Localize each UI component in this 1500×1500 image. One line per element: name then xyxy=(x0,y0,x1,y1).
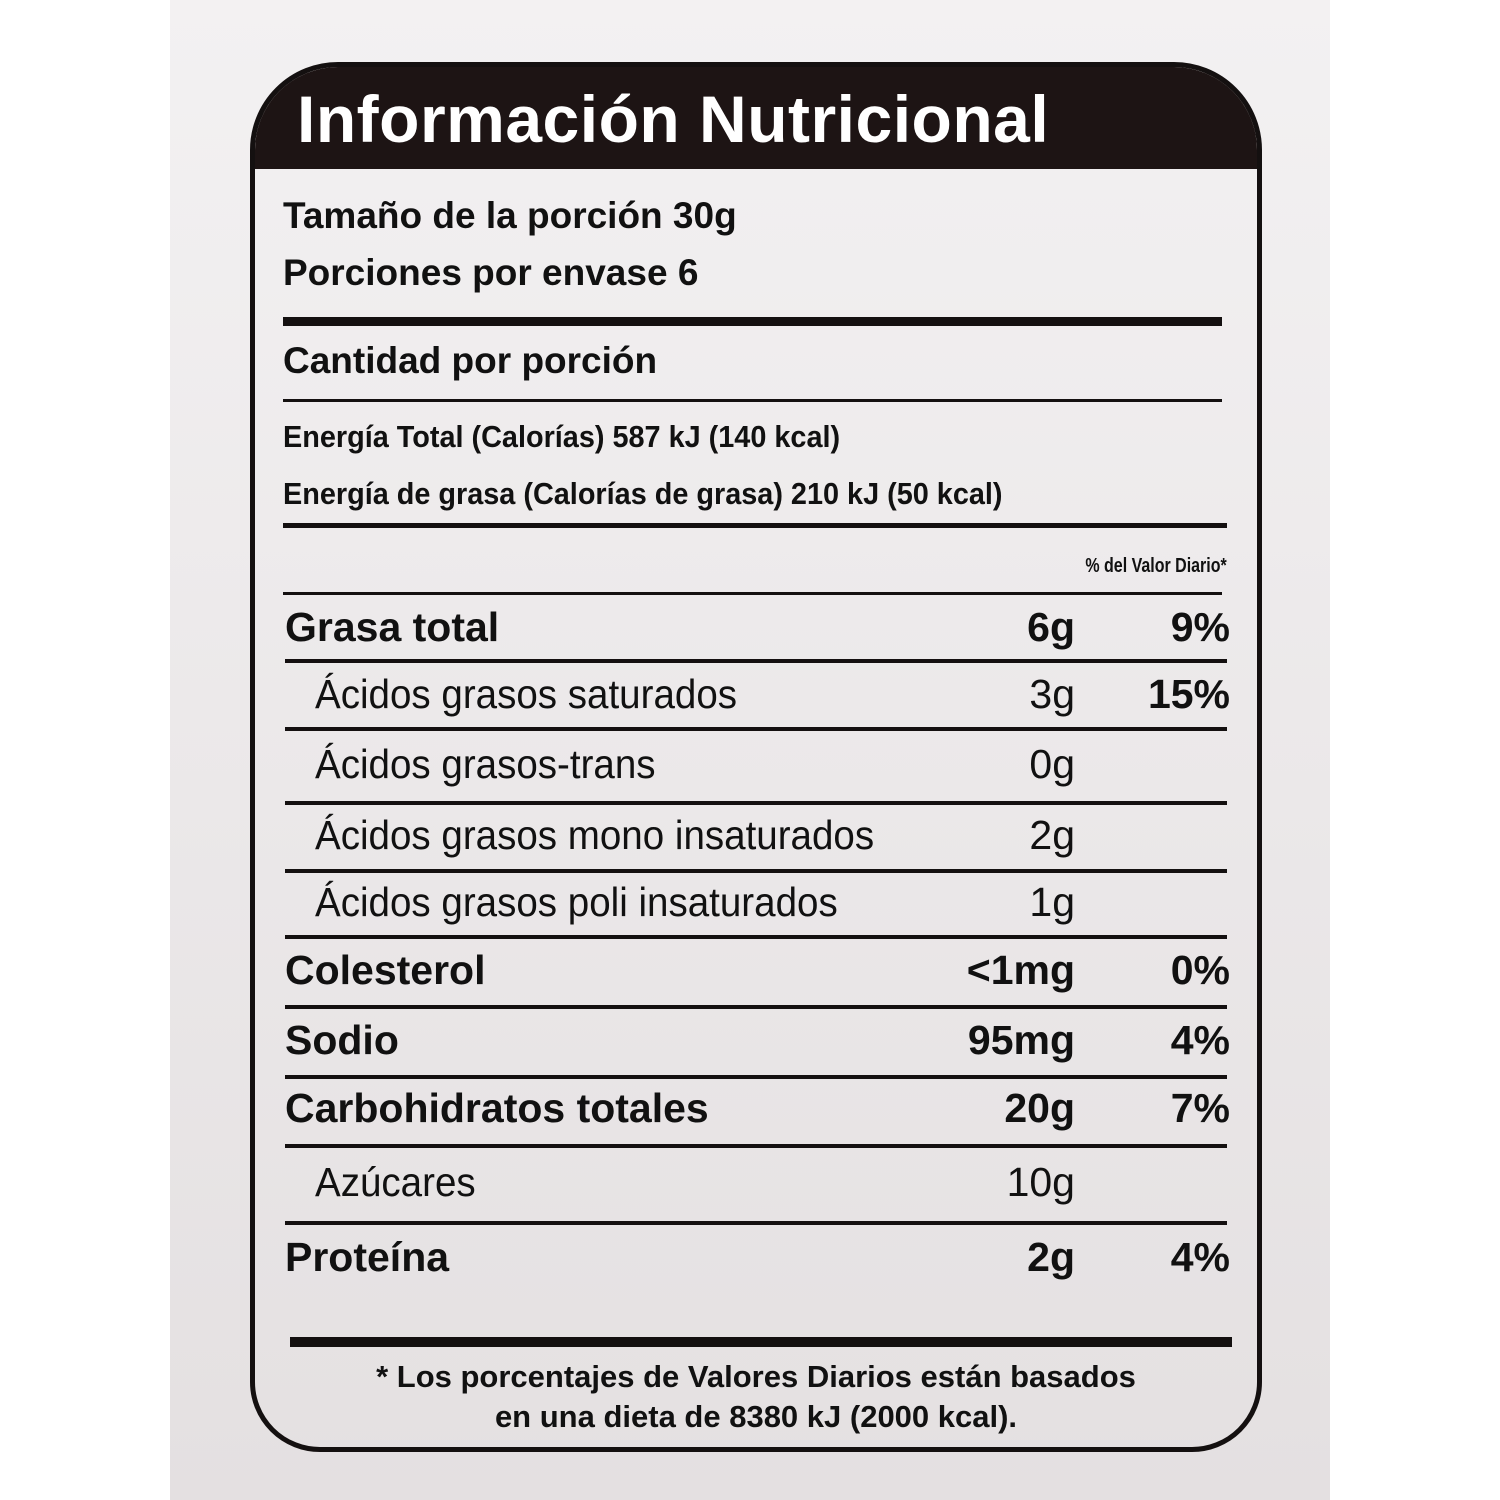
nutrient-name: Sodio xyxy=(285,1017,399,1063)
energy-fat: Energía de grasa (Calorías de grasa) 210… xyxy=(283,476,1003,511)
nutrient-name: Ácidos grasos mono insaturados xyxy=(315,812,875,858)
nutrition-facts-label: Información Nutricional Tamaño de la por… xyxy=(250,62,1262,1452)
nutrient-row: Azúcares 10g xyxy=(285,1152,1230,1212)
nutrient-row: Sodio 95mg 4% xyxy=(285,1010,1230,1070)
row-divider xyxy=(285,659,1227,663)
row-divider xyxy=(285,801,1227,805)
nutrient-name: Carbohidratos totales xyxy=(285,1085,709,1131)
nutrient-name: Colesterol xyxy=(285,947,486,993)
nutrient-name: Proteína xyxy=(285,1234,450,1280)
nutrient-name: Azúcares xyxy=(315,1159,476,1205)
row-divider xyxy=(285,1221,1227,1225)
nutrient-row: Ácidos grasos-trans 0g xyxy=(285,734,1230,794)
nutrient-amount: 20g xyxy=(1004,1085,1075,1131)
thick-divider xyxy=(290,1337,1232,1347)
nutrient-amount: 10g xyxy=(1006,1159,1075,1205)
row-divider xyxy=(285,1005,1227,1009)
nutrient-daily-value: 15% xyxy=(1147,671,1230,717)
nutrient-daily-value: 7% xyxy=(1170,1085,1230,1131)
nutrient-daily-value: 4% xyxy=(1170,1234,1230,1280)
nutrient-row: Ácidos grasos mono insaturados 2g xyxy=(285,805,1230,865)
daily-value-header: % del Valor Diario* xyxy=(1085,555,1227,577)
row-divider xyxy=(285,869,1227,873)
row-divider xyxy=(285,1144,1227,1148)
nutrient-daily-value: 0% xyxy=(1170,947,1230,993)
nutrient-row: Grasa total 6g 9% xyxy=(285,597,1230,657)
nutrient-amount: <1mg xyxy=(966,947,1075,993)
nutrient-amount: 1g xyxy=(1029,879,1075,925)
row-divider xyxy=(285,1075,1227,1079)
nutrient-amount: 2g xyxy=(1029,812,1075,858)
nutrient-row: Ácidos grasos poli insaturados 1g xyxy=(285,872,1230,932)
nutrient-amount: 3g xyxy=(1029,671,1075,717)
nutrient-row: Ácidos grasos saturados 3g 15% xyxy=(285,664,1230,724)
nutrient-amount: 0g xyxy=(1029,741,1075,787)
footnote-line-1: * Los porcentajes de Valores Diarios est… xyxy=(376,1359,1136,1394)
nutrient-amount: 95mg xyxy=(967,1017,1075,1063)
nutrient-name: Ácidos grasos poli insaturados xyxy=(315,879,838,925)
nutrient-name: Ácidos grasos saturados xyxy=(315,671,738,717)
footnote-line-2: en una dieta de 8380 kJ (2000 kcal). xyxy=(494,1399,1018,1434)
divider xyxy=(283,399,1222,402)
nutrient-amount: 2g xyxy=(1027,1234,1075,1280)
nutrient-amount: 6g xyxy=(1027,604,1075,650)
nutrient-name: Grasa total xyxy=(285,604,500,650)
divider xyxy=(283,592,1222,595)
nutrient-row: Colesterol <1mg 0% xyxy=(285,940,1230,1000)
package-background xyxy=(170,0,1330,1500)
label-title: Información Nutricional xyxy=(297,82,1050,156)
nutrient-row: Carbohidratos totales 20g 7% xyxy=(285,1078,1230,1138)
energy-total: Energía Total (Calorías) 587 kJ (140 kca… xyxy=(283,419,841,454)
label-header: Información Nutricional xyxy=(255,67,1257,169)
divider xyxy=(283,523,1227,528)
row-divider xyxy=(285,935,1227,939)
serving-size: Tamaño de la porción 30g xyxy=(283,195,737,236)
thick-divider xyxy=(283,317,1222,326)
nutrient-daily-value: 9% xyxy=(1170,604,1230,650)
servings-per-container: Porciones por envase 6 xyxy=(283,252,699,293)
nutrient-name: Ácidos grasos-trans xyxy=(315,741,656,787)
row-divider xyxy=(285,727,1227,731)
amount-per-serving: Cantidad por porción xyxy=(283,340,658,381)
nutrient-row: Proteína 2g 4% xyxy=(285,1227,1230,1287)
nutrient-daily-value: 4% xyxy=(1170,1017,1230,1063)
